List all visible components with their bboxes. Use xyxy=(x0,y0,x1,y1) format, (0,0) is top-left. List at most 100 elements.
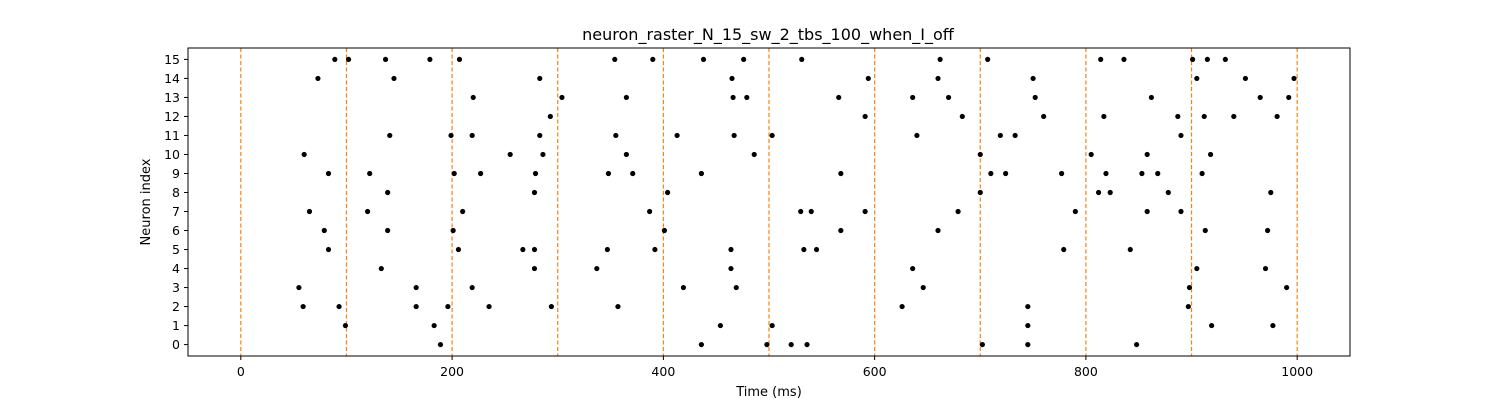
spike-point xyxy=(387,132,393,139)
spike-point xyxy=(647,208,653,215)
spike-point xyxy=(559,94,565,101)
spike-point xyxy=(367,170,373,177)
spike-point xyxy=(1139,170,1145,177)
spike-point xyxy=(1209,322,1215,329)
spike-point xyxy=(537,75,543,82)
spike-point xyxy=(804,341,810,348)
spike-point xyxy=(1222,56,1228,63)
spike-point xyxy=(1088,151,1094,158)
spike-point xyxy=(744,94,750,101)
spike-point xyxy=(955,208,961,215)
spike-point xyxy=(431,322,437,329)
spike-point xyxy=(997,132,1003,139)
spike-point xyxy=(604,246,610,253)
y-tick-label: 3 xyxy=(172,280,180,295)
spike-point xyxy=(1178,132,1184,139)
spike-point xyxy=(1144,208,1150,215)
spike-point xyxy=(450,227,456,234)
spike-point xyxy=(1101,113,1107,120)
spike-point xyxy=(1202,227,1208,234)
spike-point xyxy=(391,75,397,82)
spike-point xyxy=(615,303,621,310)
spike-point xyxy=(1148,94,1155,101)
spike-point xyxy=(729,75,735,82)
spike-point xyxy=(1061,246,1067,253)
spike-point xyxy=(1134,341,1140,348)
spike-point xyxy=(612,56,618,63)
spike-point xyxy=(798,208,804,215)
spike-point xyxy=(306,208,313,215)
y-tick-label: 5 xyxy=(172,242,180,257)
y-tick-label: 8 xyxy=(172,185,180,200)
spike-point xyxy=(731,132,737,139)
spike-point xyxy=(1098,56,1104,63)
spike-point xyxy=(531,189,538,196)
spike-point xyxy=(937,56,943,63)
y-tick-label: 7 xyxy=(172,204,180,219)
spike-point xyxy=(385,227,391,234)
spike-point xyxy=(730,94,736,101)
spike-point xyxy=(1286,94,1292,101)
spike-point xyxy=(382,56,389,63)
spike-point xyxy=(698,341,704,348)
spike-point xyxy=(1103,170,1109,177)
spike-point xyxy=(385,189,391,196)
spike-point xyxy=(1121,56,1127,63)
spike-point xyxy=(1025,303,1031,310)
spike-point xyxy=(1175,113,1181,120)
spike-point xyxy=(977,151,983,158)
spike-point xyxy=(865,75,871,82)
spike-point xyxy=(470,94,476,101)
spike-point xyxy=(486,303,492,310)
spike-point xyxy=(733,284,739,291)
spike-point xyxy=(728,265,734,272)
y-tick-label: 11 xyxy=(164,128,180,143)
y-tick-label: 0 xyxy=(172,337,180,352)
spike-point xyxy=(728,246,734,253)
x-axis-ticks: 0 200 400 600 800 1000 xyxy=(237,356,1313,379)
x-tick-label: 0 xyxy=(237,364,245,379)
spike-point xyxy=(838,170,844,177)
y-tick-label: 12 xyxy=(164,109,180,124)
spike-point xyxy=(1262,265,1269,272)
spike-point xyxy=(862,113,868,120)
spike-point xyxy=(1072,208,1078,215)
spike-point xyxy=(540,151,546,158)
spike-point xyxy=(548,303,554,310)
spike-point xyxy=(1032,94,1038,101)
spike-point xyxy=(1107,189,1113,196)
spike-point xyxy=(1207,151,1214,158)
spike-point xyxy=(1186,284,1193,291)
spike-point xyxy=(321,227,327,234)
spike-point xyxy=(799,56,805,63)
x-tick-label: 1000 xyxy=(1281,364,1313,379)
spike-point xyxy=(717,322,724,329)
spike-point xyxy=(674,132,680,139)
spike-point xyxy=(413,284,419,291)
spike-point xyxy=(910,265,916,272)
spike-point xyxy=(838,227,844,234)
spike-point xyxy=(1190,56,1196,63)
spike-point xyxy=(1144,151,1150,158)
spike-point xyxy=(1242,75,1249,82)
spike-point xyxy=(1185,303,1191,310)
spike-point xyxy=(959,113,965,120)
spike-point xyxy=(1194,265,1200,272)
spike-point xyxy=(342,322,348,329)
spike-point xyxy=(427,56,433,63)
spike-point xyxy=(1165,189,1171,196)
spike-point xyxy=(1291,75,1297,82)
spike-point xyxy=(325,170,332,177)
y-axis-label: Neuron index xyxy=(139,158,154,245)
spike-point xyxy=(437,341,444,348)
y-tick-label: 2 xyxy=(172,299,180,314)
spike-point xyxy=(532,170,539,177)
spike-point xyxy=(594,265,600,272)
x-tick-label: 800 xyxy=(1074,364,1098,379)
chart-title: neuron_raster_N_15_sw_2_tbs_100_when_I_o… xyxy=(582,25,955,45)
spike-point xyxy=(448,132,454,139)
spike-point xyxy=(652,246,658,253)
spike-point xyxy=(979,341,985,348)
spike-point xyxy=(378,265,384,272)
spike-point xyxy=(862,208,868,215)
